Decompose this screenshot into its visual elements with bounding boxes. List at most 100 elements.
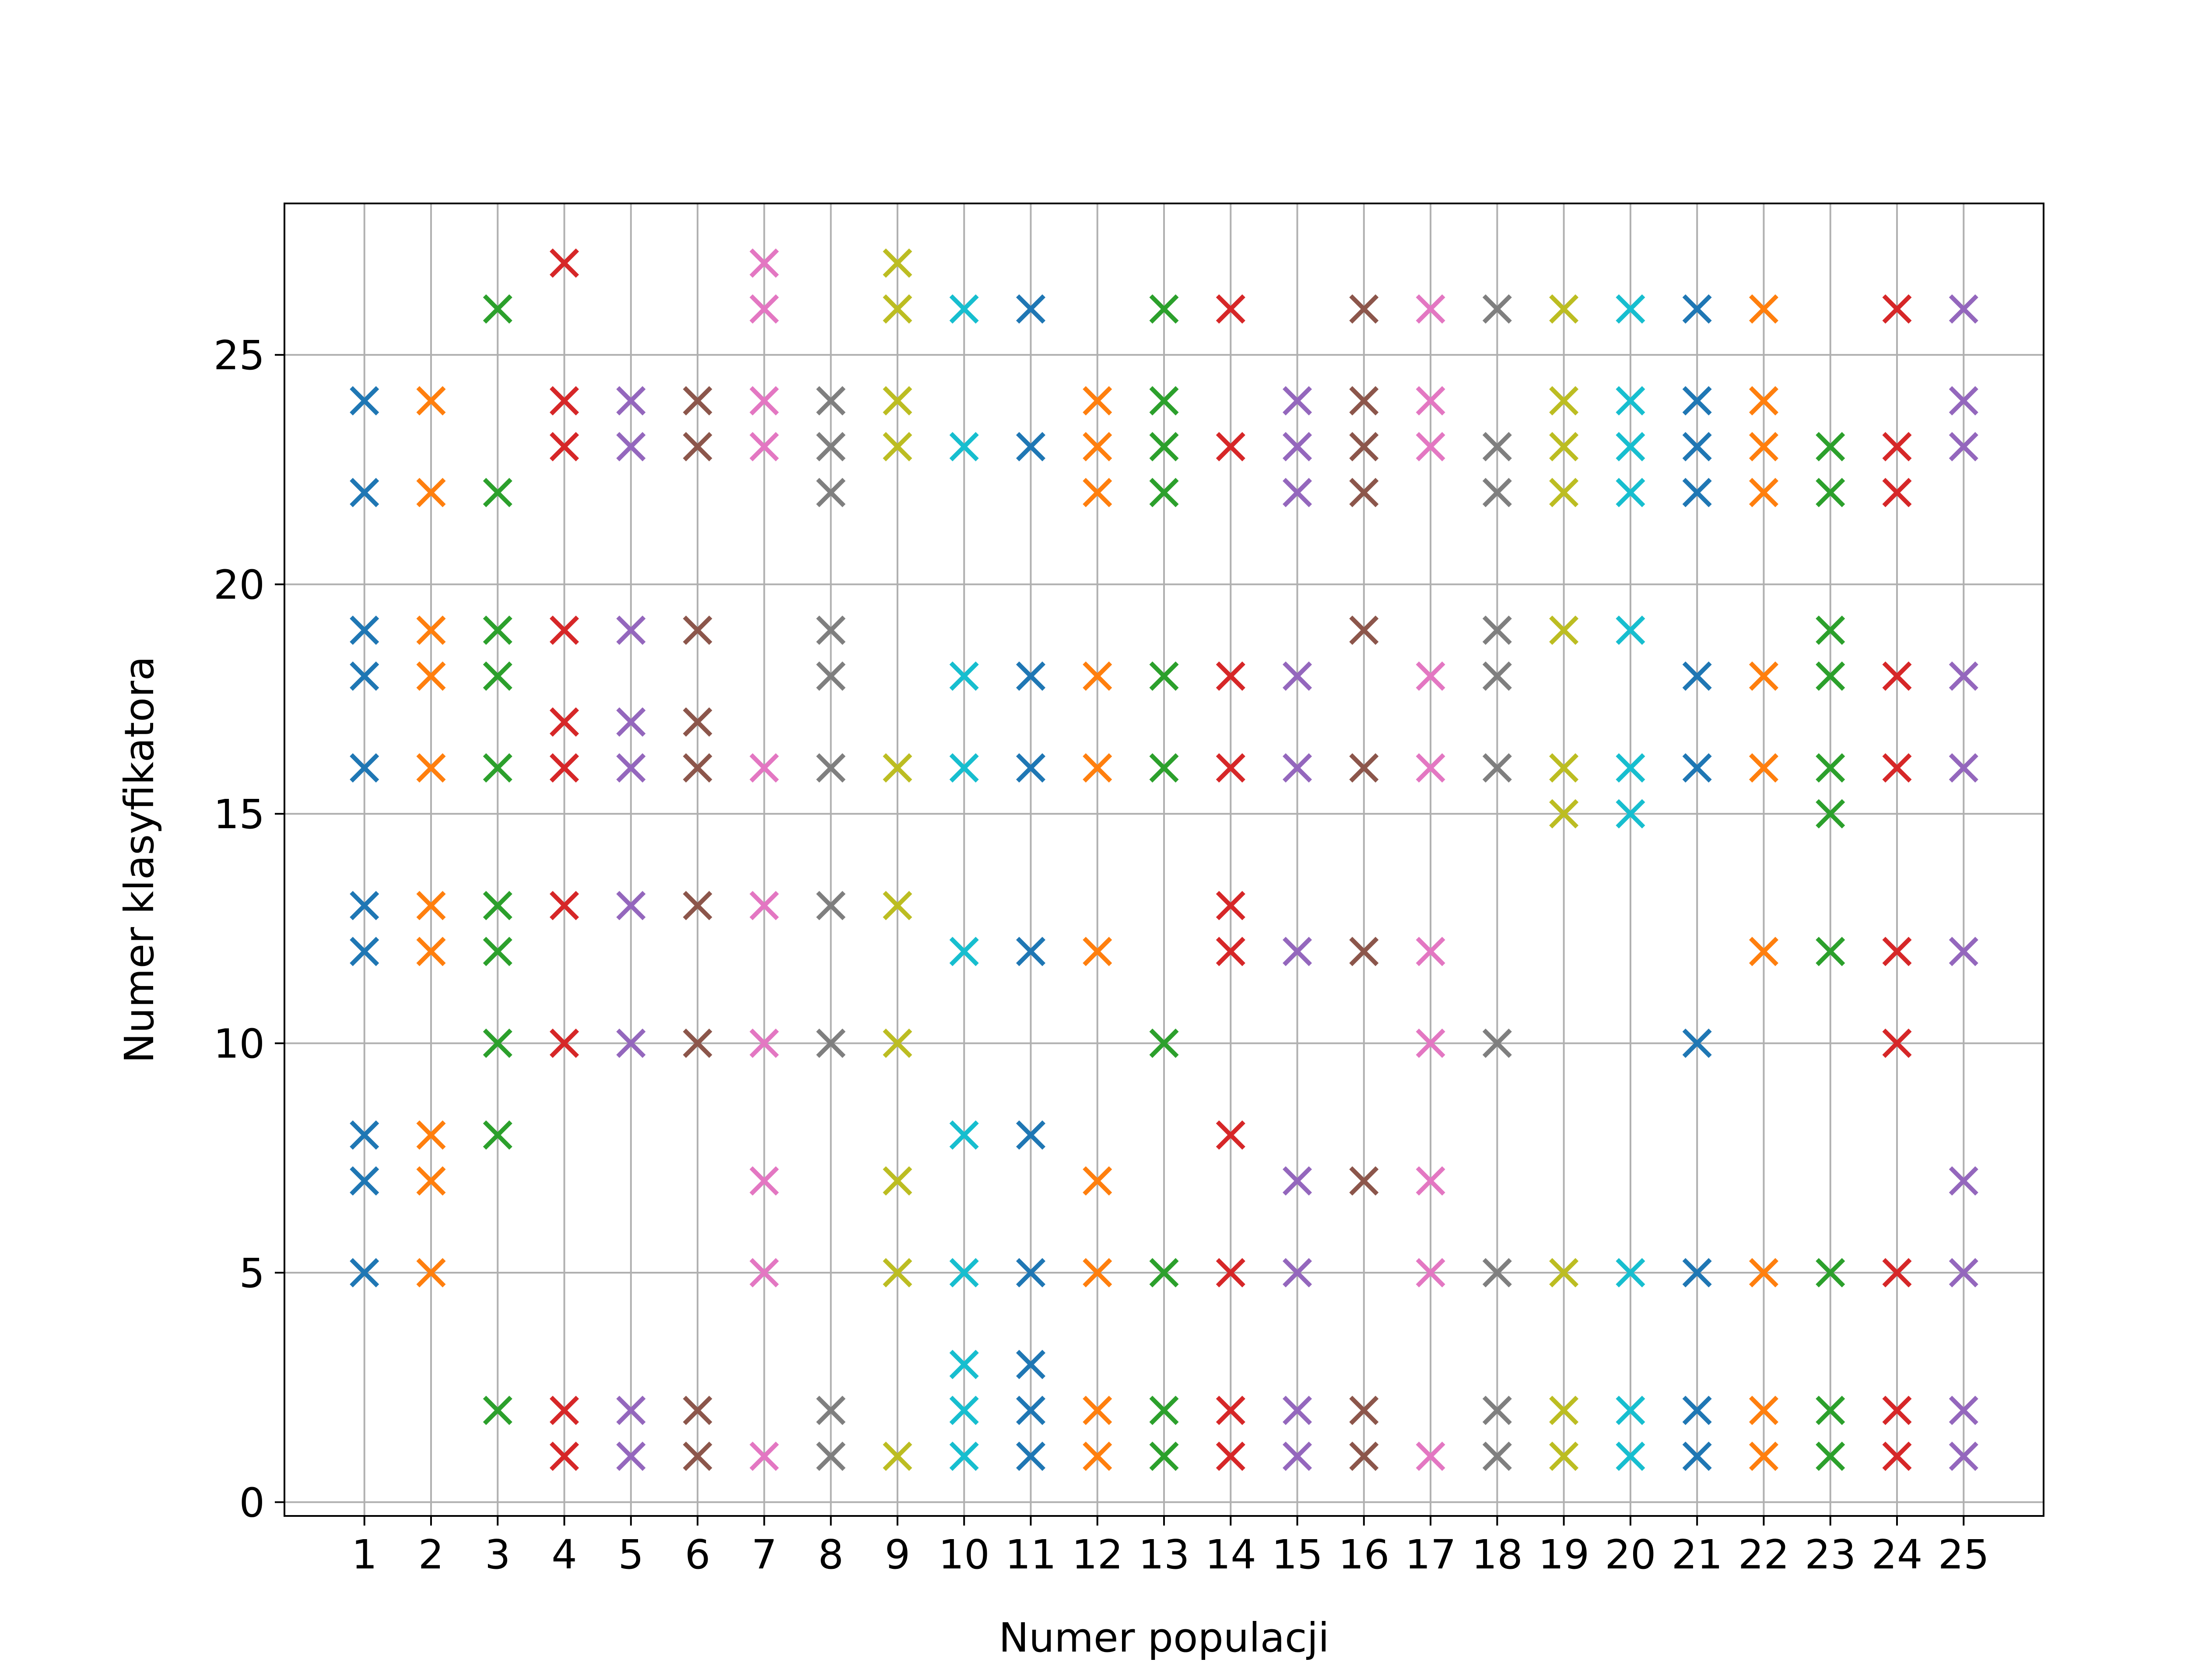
data-point-x-marker <box>1816 478 1845 508</box>
data-point-x-marker <box>350 937 379 966</box>
x-tick-label: 12 <box>1072 1531 1123 1578</box>
data-point-x-marker <box>550 248 579 278</box>
data-point-x-marker <box>1416 753 1445 783</box>
data-point-x-marker <box>883 1029 912 1058</box>
data-point-x-marker <box>1816 1258 1845 1288</box>
data-point-x-marker <box>816 661 846 691</box>
data-point-x-marker <box>416 661 446 691</box>
x-tick-label: 15 <box>1272 1531 1323 1578</box>
data-point-x-marker <box>1283 478 1312 508</box>
data-point-x-marker <box>749 386 779 416</box>
data-point-x-marker <box>350 386 379 416</box>
data-point-x-marker <box>1283 386 1312 416</box>
data-point-x-marker <box>1882 432 1912 462</box>
y-tick-label: 5 <box>239 1250 265 1297</box>
data-point-x-marker <box>483 753 512 783</box>
data-point-x-marker <box>1882 1442 1912 1471</box>
x-tick-label: 17 <box>1405 1531 1456 1578</box>
data-point-x-marker <box>1549 1396 1579 1425</box>
data-point-x-marker <box>1083 1166 1112 1196</box>
data-point-x-marker <box>883 1166 912 1196</box>
data-point-x-marker <box>483 891 512 920</box>
data-point-x-marker <box>683 753 712 783</box>
data-point-x-marker <box>416 891 446 920</box>
data-point-x-marker <box>1016 937 1045 966</box>
data-point-x-marker <box>883 248 912 278</box>
data-point-x-marker <box>949 294 979 324</box>
data-point-x-marker <box>1083 1258 1112 1288</box>
data-point-x-marker <box>816 1029 846 1058</box>
data-point-x-marker <box>1482 1396 1512 1425</box>
data-point-x-marker <box>1549 294 1579 324</box>
data-point-x-marker <box>1149 1029 1179 1058</box>
data-point-x-marker <box>550 753 579 783</box>
data-point-x-marker <box>483 294 512 324</box>
data-point-x-marker <box>749 248 779 278</box>
y-tick-label: 0 <box>239 1480 265 1526</box>
x-tick-label: 18 <box>1472 1531 1523 1578</box>
data-point-x-marker <box>1416 1442 1445 1471</box>
x-tick-label: 16 <box>1338 1531 1389 1578</box>
data-point-x-marker <box>1882 753 1912 783</box>
data-point-x-marker <box>1083 937 1112 966</box>
data-point-x-marker <box>816 891 846 920</box>
data-point-x-marker <box>816 386 846 416</box>
data-point-x-marker <box>1482 294 1512 324</box>
data-point-x-marker <box>949 1350 979 1379</box>
data-point-x-marker <box>1216 891 1245 920</box>
data-point-x-marker <box>1349 615 1379 645</box>
x-tick-label: 20 <box>1605 1531 1656 1578</box>
data-point-x-marker <box>1949 386 1978 416</box>
y-tick-label: 20 <box>214 562 265 609</box>
data-point-x-marker <box>1216 1258 1245 1288</box>
x-tick-label: 4 <box>551 1531 577 1578</box>
x-tick-label: 8 <box>818 1531 844 1578</box>
data-point-x-marker <box>1616 432 1645 462</box>
data-point-x-marker <box>683 1442 712 1471</box>
data-point-x-marker <box>1149 294 1179 324</box>
data-point-x-marker <box>416 1120 446 1150</box>
x-tick-label: 6 <box>685 1531 711 1578</box>
x-tick-label: 7 <box>751 1531 777 1578</box>
data-point-x-marker <box>683 386 712 416</box>
data-point-x-marker <box>616 1396 646 1425</box>
data-point-x-marker <box>816 615 846 645</box>
data-point-x-marker <box>483 615 512 645</box>
data-point-x-marker <box>1549 615 1579 645</box>
data-point-x-marker <box>1083 478 1112 508</box>
data-point-x-marker <box>883 294 912 324</box>
data-point-x-marker <box>350 1258 379 1288</box>
data-point-x-marker <box>1682 1258 1712 1288</box>
data-point-x-marker <box>1949 432 1978 462</box>
x-tick-label: 9 <box>885 1531 911 1578</box>
data-point-x-marker <box>1482 1029 1512 1058</box>
data-point-x-marker <box>1482 1442 1512 1471</box>
data-point-x-marker <box>1882 294 1912 324</box>
data-point-x-marker <box>416 937 446 966</box>
data-points <box>350 248 1978 1471</box>
data-point-x-marker <box>483 661 512 691</box>
data-point-x-marker <box>1816 1442 1845 1471</box>
data-point-x-marker <box>883 1442 912 1471</box>
data-point-x-marker <box>1816 615 1845 645</box>
data-point-x-marker <box>1882 937 1912 966</box>
data-point-x-marker <box>1549 1442 1579 1471</box>
data-point-x-marker <box>749 432 779 462</box>
data-point-x-marker <box>1349 937 1379 966</box>
data-point-x-marker <box>1549 478 1579 508</box>
data-point-x-marker <box>350 753 379 783</box>
data-point-x-marker <box>1682 1396 1712 1425</box>
data-point-x-marker <box>949 1396 979 1425</box>
data-point-x-marker <box>883 1258 912 1288</box>
data-point-x-marker <box>1083 661 1112 691</box>
data-point-x-marker <box>550 386 579 416</box>
data-point-x-marker <box>683 432 712 462</box>
x-tick-label: 21 <box>1672 1531 1723 1578</box>
data-point-x-marker <box>1749 753 1778 783</box>
data-point-x-marker <box>1749 478 1778 508</box>
data-point-x-marker <box>1949 753 1978 783</box>
data-point-x-marker <box>1016 1396 1045 1425</box>
data-point-x-marker <box>1949 937 1978 966</box>
data-point-x-marker <box>1882 1029 1912 1058</box>
data-point-x-marker <box>350 615 379 645</box>
